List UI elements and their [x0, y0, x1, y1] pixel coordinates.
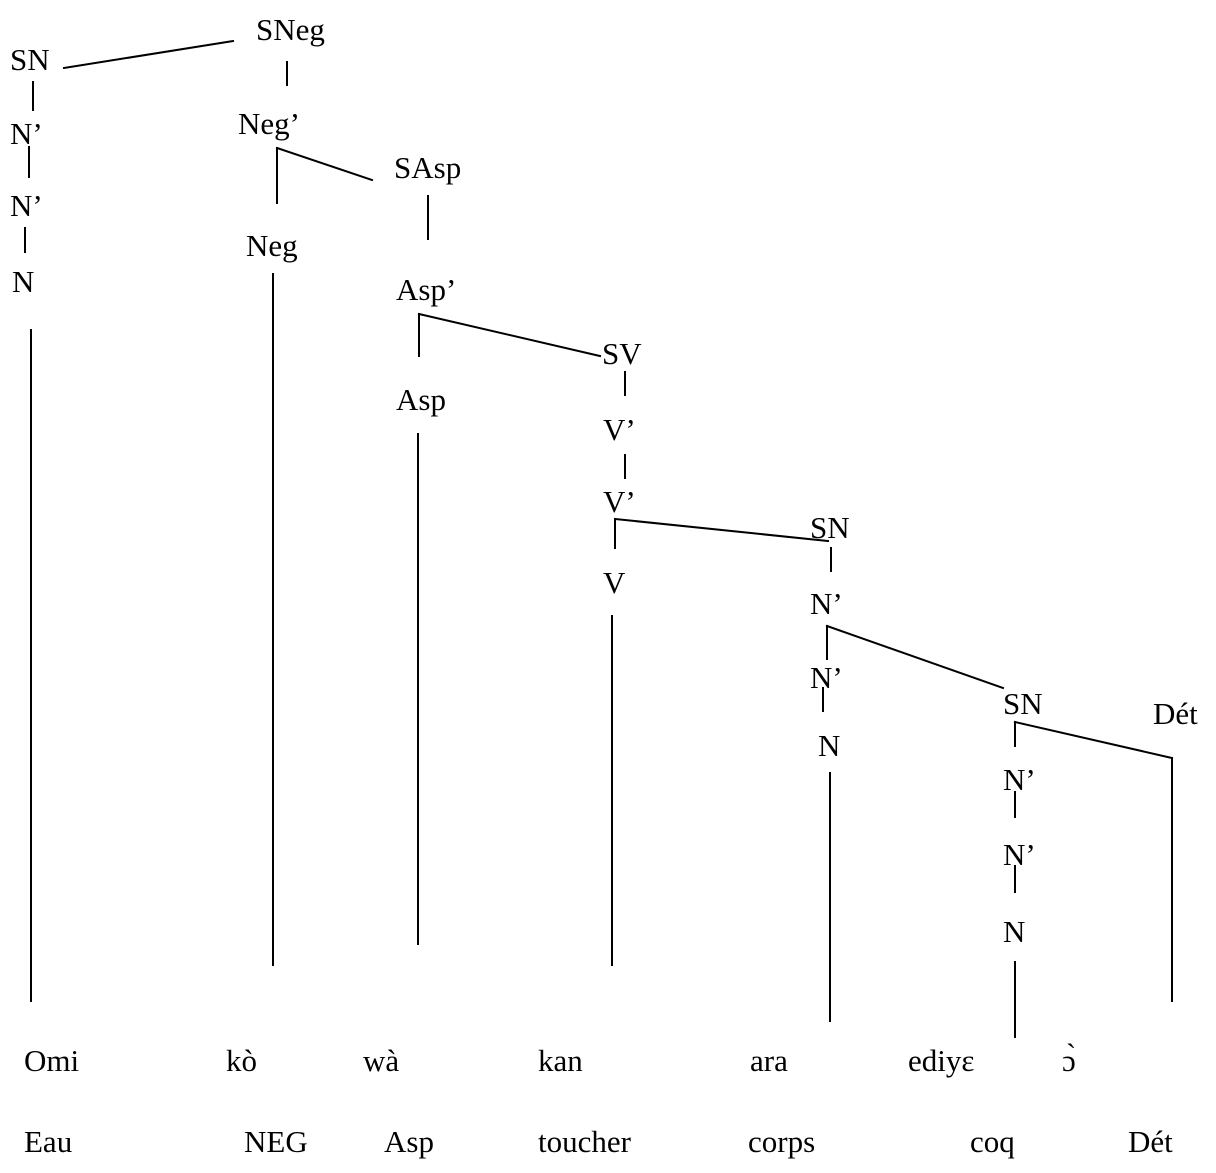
gloss-asp: Asp	[384, 1124, 434, 1159]
node-neg-bar: Neg’	[238, 106, 300, 141]
word-wa: wà	[363, 1043, 399, 1078]
tree-node-labels: SN N’ N’ N SNeg Neg’ Neg SAsp Asp’ Asp S…	[10, 12, 1198, 949]
word-kan: kan	[538, 1043, 583, 1078]
branch-sneg-sn-subj	[62, 39, 235, 70]
node-nbar-object-1: N’	[810, 586, 843, 621]
branch-nbar-obj-sn-poss	[825, 624, 1005, 690]
node-neg: Neg	[246, 228, 298, 263]
word-ko: kò	[226, 1043, 257, 1078]
node-v: V	[603, 565, 626, 600]
gloss-coq: coq	[970, 1124, 1015, 1159]
branch-negbar-sasp	[275, 146, 374, 182]
node-sv: SV	[602, 336, 642, 371]
node-nbar-possessor-2: N’	[1003, 837, 1036, 872]
node-n-object: N	[818, 728, 840, 763]
tree-branches	[24, 39, 1174, 1038]
sentence-words: Omi kò wà kan ara ediyɛ ɔ̀	[24, 1042, 1076, 1078]
word-det: ɔ̀	[1062, 1042, 1076, 1078]
word-omi: Omi	[24, 1043, 80, 1078]
word-ara: ara	[750, 1043, 788, 1078]
node-n-possessor: N	[1003, 914, 1025, 949]
branch-vbar2-sn-obj	[613, 517, 830, 543]
node-sn-subject: SN	[10, 42, 50, 77]
sentence-glosses: Eau NEG Asp toucher corps coq Dét	[24, 1124, 1173, 1159]
branch-sn-poss-det	[1013, 720, 1174, 760]
gloss-neg: NEG	[244, 1124, 308, 1159]
branch-aspbar-sv	[417, 312, 602, 358]
word-ediye: ediyɛ	[908, 1043, 974, 1078]
node-n-subject: N	[12, 264, 34, 299]
gloss-det: Dét	[1128, 1124, 1173, 1159]
node-nbar-object-2: N’	[810, 660, 843, 695]
node-sasp: SAsp	[394, 150, 461, 185]
node-nbar-subject-1: N’	[10, 116, 43, 151]
gloss-toucher: toucher	[538, 1124, 632, 1159]
gloss-corps: corps	[748, 1124, 815, 1159]
gloss-eau: Eau	[24, 1124, 72, 1159]
node-sn-object: SN	[810, 510, 850, 545]
node-det: Dét	[1153, 696, 1198, 731]
node-vbar-1: V’	[603, 412, 636, 447]
node-sneg: SNeg	[256, 12, 325, 47]
node-asp: Asp	[396, 382, 446, 417]
node-sn-possessor: SN	[1003, 686, 1043, 721]
node-vbar-2: V’	[603, 484, 636, 519]
node-nbar-possessor-1: N’	[1003, 762, 1036, 797]
node-nbar-subject-2: N’	[10, 188, 43, 223]
node-asp-bar: Asp’	[396, 272, 456, 307]
